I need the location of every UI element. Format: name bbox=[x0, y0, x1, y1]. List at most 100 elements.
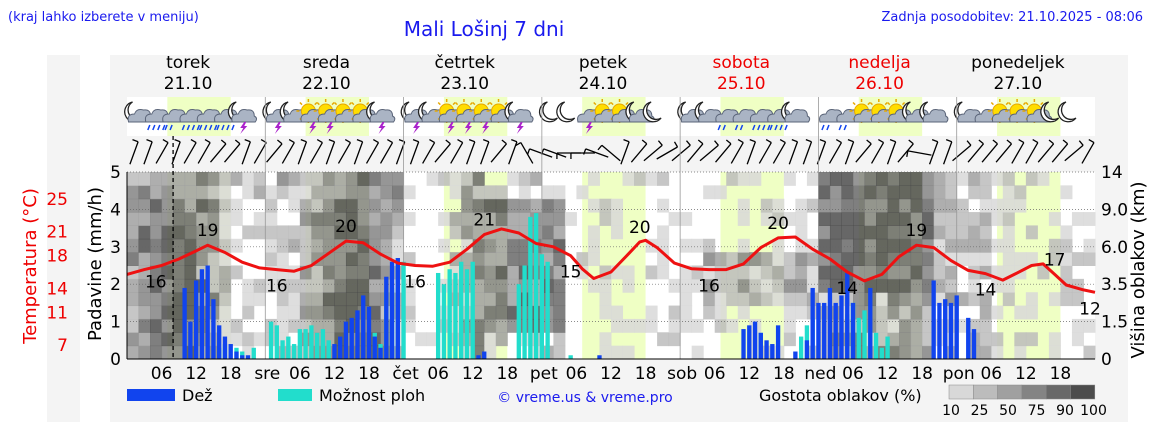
cloud-cell bbox=[334, 292, 347, 307]
cloud-cell bbox=[864, 198, 877, 213]
wind-barb bbox=[620, 141, 630, 165]
cloud-cell bbox=[1071, 318, 1084, 333]
cloud-cell bbox=[703, 292, 716, 307]
cloud-cell bbox=[795, 278, 808, 293]
moon-shape bbox=[538, 101, 558, 123]
cloud-cell bbox=[853, 305, 866, 320]
credit-link[interactable]: © vreme.us & vreme.pro bbox=[497, 390, 672, 406]
wind-barb-flag bbox=[641, 139, 648, 145]
wind-barb bbox=[855, 143, 872, 163]
cloud-cell bbox=[311, 238, 324, 253]
sun-ray bbox=[454, 101, 459, 106]
cloud-cell bbox=[138, 212, 151, 226]
cloud-cell bbox=[1083, 318, 1096, 333]
cloud-cell bbox=[910, 278, 923, 293]
cloud-cell bbox=[138, 332, 151, 347]
sun-ray bbox=[608, 101, 612, 106]
cloud-cell bbox=[1014, 345, 1027, 360]
cloud-cell bbox=[507, 292, 520, 307]
cloud-cell bbox=[680, 212, 693, 226]
cloud-cell bbox=[760, 292, 773, 307]
location-hint[interactable]: (kraj lahko izberete v meniju) bbox=[8, 10, 199, 25]
cloud-cell bbox=[553, 265, 566, 280]
cloud-cell bbox=[611, 212, 624, 226]
cloud-cell bbox=[956, 172, 969, 186]
cloud-cell bbox=[922, 252, 935, 266]
moon-storm-icon bbox=[366, 101, 396, 134]
cloud-cell bbox=[518, 172, 531, 186]
cloud-cell bbox=[910, 318, 923, 333]
cloud-cell bbox=[599, 345, 612, 360]
cloud-cell bbox=[150, 332, 163, 347]
x-hour-tick: 12 bbox=[324, 364, 346, 384]
cloud-cell bbox=[968, 212, 981, 226]
cloud-cell bbox=[403, 252, 416, 266]
cloud-cell bbox=[622, 265, 635, 280]
rain-drop bbox=[779, 124, 783, 131]
cloud-cell bbox=[968, 172, 981, 186]
cloud-cell bbox=[507, 265, 520, 280]
cloud-cell bbox=[829, 278, 842, 293]
wind-barb bbox=[967, 143, 984, 163]
cloud-cell bbox=[737, 238, 750, 253]
wind-barb-flag bbox=[515, 142, 522, 147]
cloud-cell bbox=[1071, 212, 1084, 226]
y-right-axis-label: Višina oblakov (km) bbox=[1128, 181, 1149, 358]
cloud-cell bbox=[345, 225, 358, 240]
cloud-cell bbox=[242, 305, 255, 320]
cloud-cell bbox=[818, 225, 831, 240]
cloud-cell bbox=[461, 212, 474, 226]
cloud-cell bbox=[587, 238, 600, 253]
lightning-bolt bbox=[516, 122, 524, 134]
rain-bar bbox=[338, 336, 343, 359]
cloud-cell bbox=[161, 292, 174, 307]
cloud-cell bbox=[979, 212, 992, 226]
cloud-cell bbox=[311, 292, 324, 307]
cloud-cell bbox=[945, 212, 958, 226]
cloud-scale-label: 100 bbox=[1080, 403, 1107, 419]
cloud-cell bbox=[979, 252, 992, 266]
rain-bar bbox=[366, 306, 372, 359]
shower-bar bbox=[401, 261, 406, 359]
cloud-cell bbox=[276, 278, 289, 293]
cloud-cell bbox=[783, 278, 796, 293]
cloud-cell bbox=[979, 198, 992, 213]
wind-barb bbox=[656, 146, 678, 160]
cloud-cell bbox=[853, 225, 866, 240]
cloud-cell bbox=[472, 305, 485, 320]
cloud-cell bbox=[127, 292, 140, 307]
rain-drop bbox=[752, 124, 756, 131]
cloud-cell bbox=[599, 332, 612, 347]
cloud-cell bbox=[472, 252, 485, 266]
rain-bar bbox=[228, 344, 233, 359]
cloud-cell bbox=[541, 185, 554, 200]
wind-barb bbox=[1081, 142, 1095, 164]
temperature-label: 12 bbox=[1079, 299, 1101, 319]
cloud-cell bbox=[691, 345, 704, 360]
sun-ray bbox=[1005, 101, 1009, 106]
cloud-cell bbox=[864, 238, 877, 253]
legend-label-showers: Možnost ploh bbox=[319, 386, 425, 405]
cloud-cell bbox=[495, 238, 508, 253]
cloud-cell bbox=[461, 198, 474, 213]
cloud-cell bbox=[345, 185, 358, 200]
x-day-tick: čet bbox=[392, 364, 419, 384]
cloud-cell bbox=[495, 198, 508, 213]
cloud-cell bbox=[1060, 185, 1073, 200]
cloud-cell bbox=[127, 238, 140, 253]
cloud-cell bbox=[841, 225, 854, 240]
cloud-cell bbox=[403, 212, 416, 226]
rain-bar bbox=[971, 329, 977, 359]
cloud-cell bbox=[795, 265, 808, 280]
cloud-cell bbox=[691, 238, 704, 253]
rain-drop bbox=[762, 124, 766, 131]
day-name: ponedeljek bbox=[971, 53, 1065, 73]
wind-barb-flag bbox=[482, 139, 490, 143]
rain-bar bbox=[188, 321, 193, 359]
cloud-cell bbox=[945, 198, 958, 213]
cloud-cell bbox=[737, 198, 750, 213]
cloud-cell bbox=[288, 278, 301, 293]
wind-barb bbox=[758, 142, 772, 164]
temperature-label: 19 bbox=[197, 221, 219, 241]
x-hour-tick: 12 bbox=[738, 364, 760, 384]
